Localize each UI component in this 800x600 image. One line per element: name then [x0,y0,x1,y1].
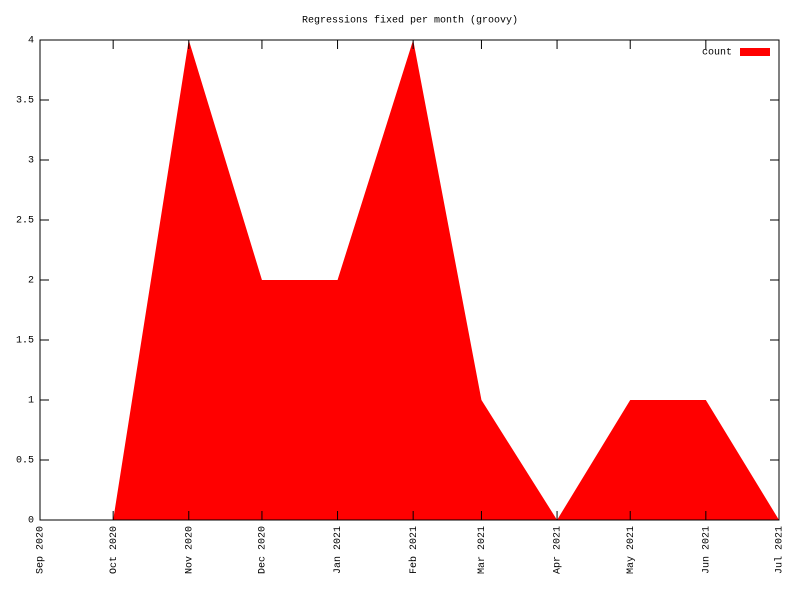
x-tick-label: Jun 2021 [701,526,712,574]
x-tick-label: Apr 2021 [553,526,564,574]
y-tick-label: 1 [28,396,34,407]
y-tick-label: 0.5 [16,456,34,467]
x-tick-label: Jan 2021 [333,526,344,574]
y-tick-label: 2.5 [16,216,34,227]
y-tick-label: 4 [28,36,34,47]
x-tick-label: May 2021 [626,526,637,574]
x-tick-label: Oct 2020 [109,526,120,574]
area [113,40,779,520]
x-tick-label: Dec 2020 [258,526,269,574]
legend-label: count [702,48,732,59]
x-tick-label: Feb 2021 [408,526,420,574]
y-tick-label: 2 [28,276,34,287]
y-tick-label: 1.5 [16,336,34,347]
x-tick-label: Nov 2020 [184,526,195,574]
y-tick-label: 3.5 [16,96,34,107]
x-tick-label: Mar 2021 [477,526,488,574]
legend-swatch [740,48,770,56]
x-tick-label: Jul 2021 [774,526,786,574]
y-tick-label: 3 [28,156,34,167]
y-tick-label: 0 [28,516,34,527]
chart-title: Regressions fixed per month (groovy) [302,15,518,27]
x-tick-label: Sep 2020 [36,526,47,574]
